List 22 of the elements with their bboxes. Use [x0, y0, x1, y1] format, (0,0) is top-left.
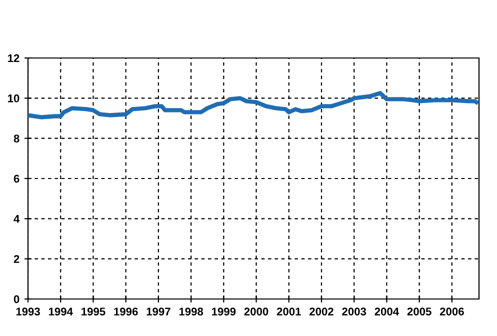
y-tick-label: 8	[14, 134, 20, 142]
x-tick-label: 2003	[342, 308, 366, 316]
x-tick-label: 2005	[407, 308, 432, 316]
y-tick-label: 6	[14, 174, 20, 183]
x-tick-label: 1999	[212, 308, 236, 316]
x-tick-label: 2000	[244, 308, 268, 316]
y-tick-label: 12	[8, 54, 20, 62]
x-tick-label: 2004	[374, 308, 400, 316]
x-tick-label: 1995	[82, 308, 106, 316]
y-tick-label: 2	[14, 255, 20, 263]
y-tick-label: 4	[14, 215, 20, 223]
x-tick-label: 2002	[310, 308, 334, 316]
y-tick-label: 10	[8, 94, 20, 102]
x-tick-label: 1994	[48, 308, 73, 316]
line-series	[28, 91, 478, 120]
y-tick-label: 0	[14, 295, 20, 304]
x-tick-label: 2001	[276, 308, 301, 316]
x-tick-label: 1996	[114, 308, 138, 316]
x-tick-label: 1998	[179, 308, 204, 316]
x-tick-label: 1993	[16, 308, 40, 316]
x-tick-label: 1997	[146, 308, 170, 316]
x-tick-label: 2006	[440, 308, 464, 316]
